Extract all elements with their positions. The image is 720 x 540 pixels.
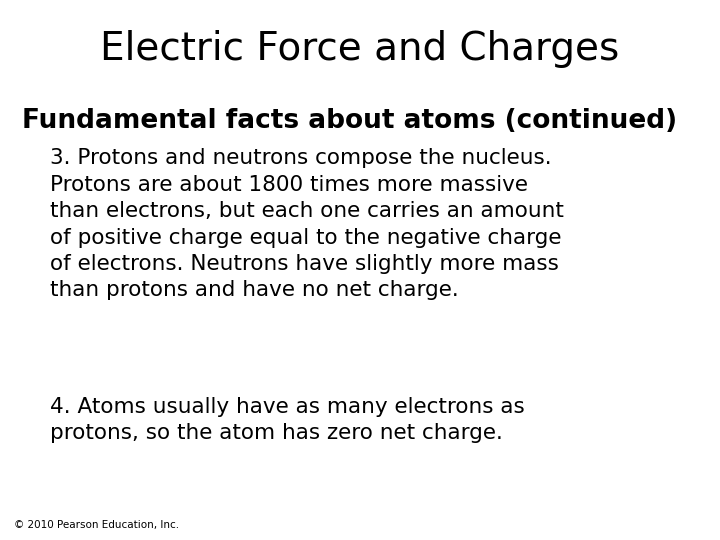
- Text: © 2010 Pearson Education, Inc.: © 2010 Pearson Education, Inc.: [14, 520, 179, 530]
- Text: 3. Protons and neutrons compose the nucleus.
Protons are about 1800 times more m: 3. Protons and neutrons compose the nucl…: [50, 148, 564, 300]
- Text: 4. Atoms usually have as many electrons as
protons, so the atom has zero net cha: 4. Atoms usually have as many electrons …: [50, 397, 525, 443]
- Text: Fundamental facts about atoms (continued): Fundamental facts about atoms (continued…: [22, 108, 677, 134]
- Text: Electric Force and Charges: Electric Force and Charges: [100, 30, 620, 68]
